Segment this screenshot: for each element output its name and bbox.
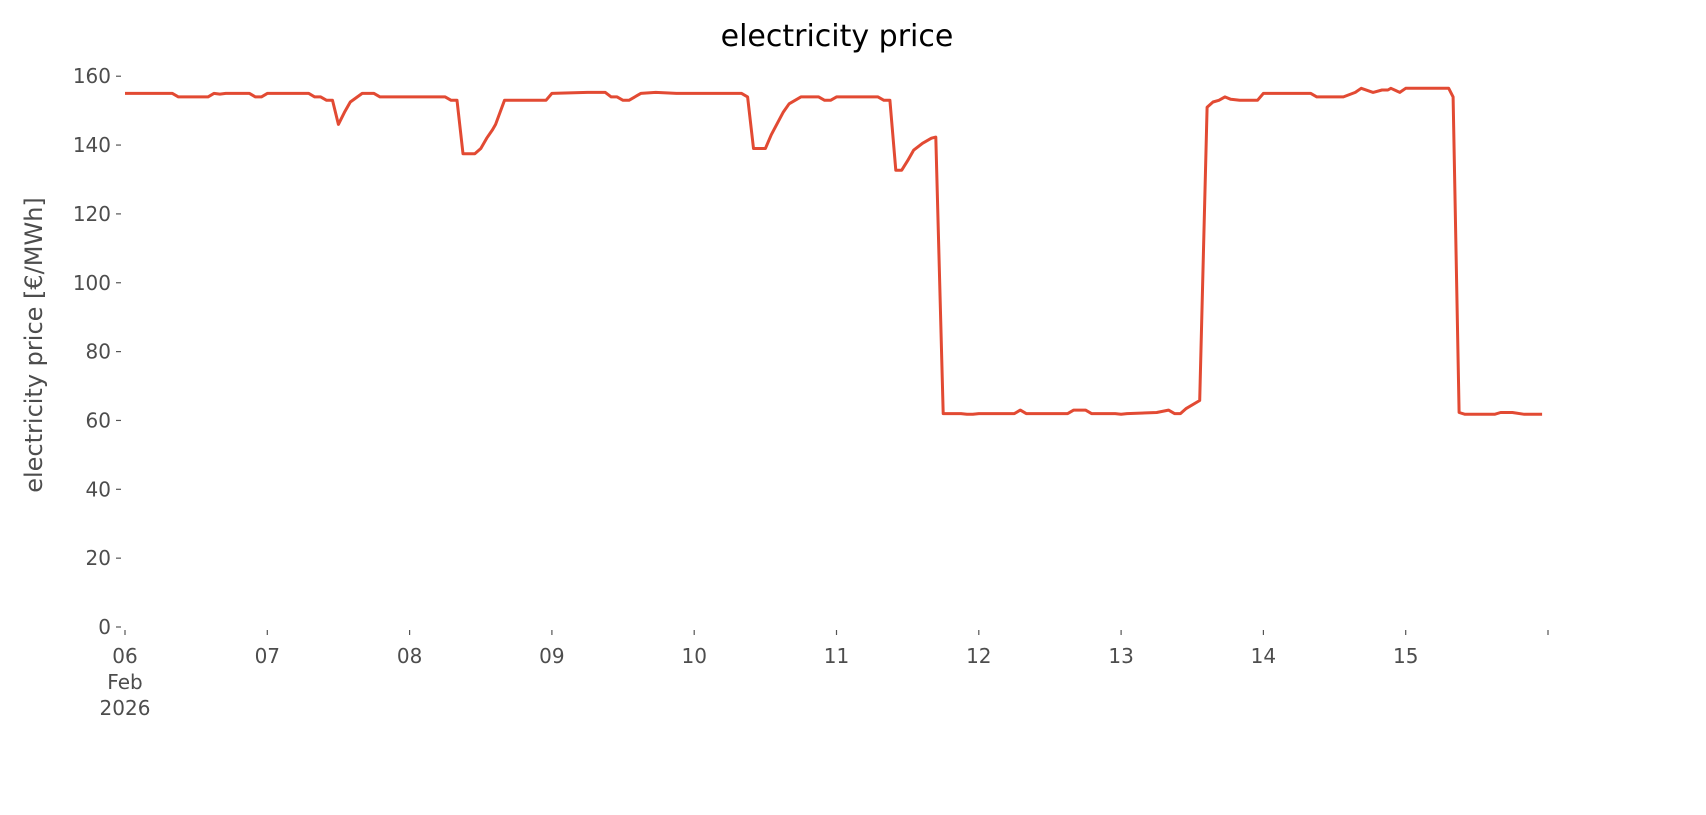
x-tick-label: 14 bbox=[1251, 644, 1276, 668]
x-tick-label: 11 bbox=[824, 644, 849, 668]
x-tick-label: 13 bbox=[1108, 644, 1133, 668]
y-tick-label: 120 bbox=[73, 202, 111, 226]
y-axis: 0 20 40 60 80 100 120 140 160 bbox=[73, 64, 121, 639]
y-tick-label: 40 bbox=[86, 477, 111, 501]
x-tick-label: 15 bbox=[1393, 644, 1418, 668]
y-tick-label: 0 bbox=[98, 615, 111, 639]
y-axis-label: electricity price [€/MWh] bbox=[20, 197, 48, 493]
x-tick-label: 06 bbox=[112, 644, 137, 668]
x-tick-label: 07 bbox=[255, 644, 280, 668]
y-tick-label: 100 bbox=[73, 271, 111, 295]
price-line bbox=[125, 86, 1543, 416]
x-tick-label: 10 bbox=[681, 644, 706, 668]
x-tick-label: 09 bbox=[539, 644, 564, 668]
y-tick-label: 160 bbox=[73, 64, 111, 88]
x-tick-label: 2026 bbox=[100, 696, 151, 720]
y-tick-label: 140 bbox=[73, 133, 111, 157]
x-tick-label: Feb bbox=[107, 670, 142, 694]
x-tick-label: 12 bbox=[966, 644, 991, 668]
chart-title: electricity price bbox=[721, 19, 954, 54]
y-tick-label: 60 bbox=[86, 408, 111, 432]
series-group bbox=[124, 86, 1543, 416]
y-tick-label: 80 bbox=[86, 340, 111, 364]
y-tick-label: 20 bbox=[86, 546, 111, 570]
x-tick-label: 08 bbox=[397, 644, 422, 668]
